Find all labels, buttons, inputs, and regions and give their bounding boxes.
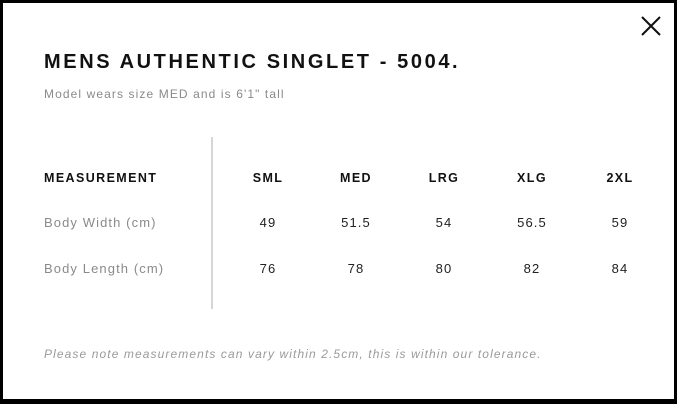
row-label-body-length: Body Length (cm) xyxy=(44,261,165,276)
table-row: Body Width (cm) 49 51.5 54 56.5 59 xyxy=(3,213,674,233)
modal-title: MENS AUTHENTIC SINGLET - 5004. xyxy=(44,51,461,73)
table-cell: 49 xyxy=(259,215,277,230)
column-divider xyxy=(211,137,213,309)
table-cell: 59 xyxy=(611,215,629,230)
close-button[interactable] xyxy=(639,14,663,38)
table-header-row: MEASUREMENT SML MED LRG XLG 2XL xyxy=(3,168,674,188)
table-cell: 82 xyxy=(523,261,541,276)
size-header-med: MED xyxy=(340,171,372,185)
size-header-xlg: XLG xyxy=(517,171,547,185)
size-header-sml: SML xyxy=(252,171,284,185)
size-header-lrg: LRG xyxy=(428,171,460,185)
table-cell: 78 xyxy=(347,261,365,276)
measurement-header: MEASUREMENT xyxy=(44,171,158,185)
size-header-2xl: 2XL xyxy=(606,171,634,185)
table-cell: 54 xyxy=(435,215,453,230)
table-cell: 51.5 xyxy=(341,215,371,230)
table-cell: 80 xyxy=(435,261,453,276)
close-icon xyxy=(641,16,661,36)
table-row: Body Length (cm) 76 78 80 82 84 xyxy=(3,259,674,279)
size-guide-modal: MENS AUTHENTIC SINGLET - 5004. Model wea… xyxy=(3,3,674,399)
model-size-note: Model wears size MED and is 6'1" tall xyxy=(44,87,285,101)
row-label-body-width: Body Width (cm) xyxy=(44,215,157,230)
table-cell: 76 xyxy=(259,261,277,276)
table-cell: 84 xyxy=(611,261,629,276)
tolerance-note: Please note measurements can vary within… xyxy=(44,347,542,361)
table-cell: 56.5 xyxy=(517,215,547,230)
